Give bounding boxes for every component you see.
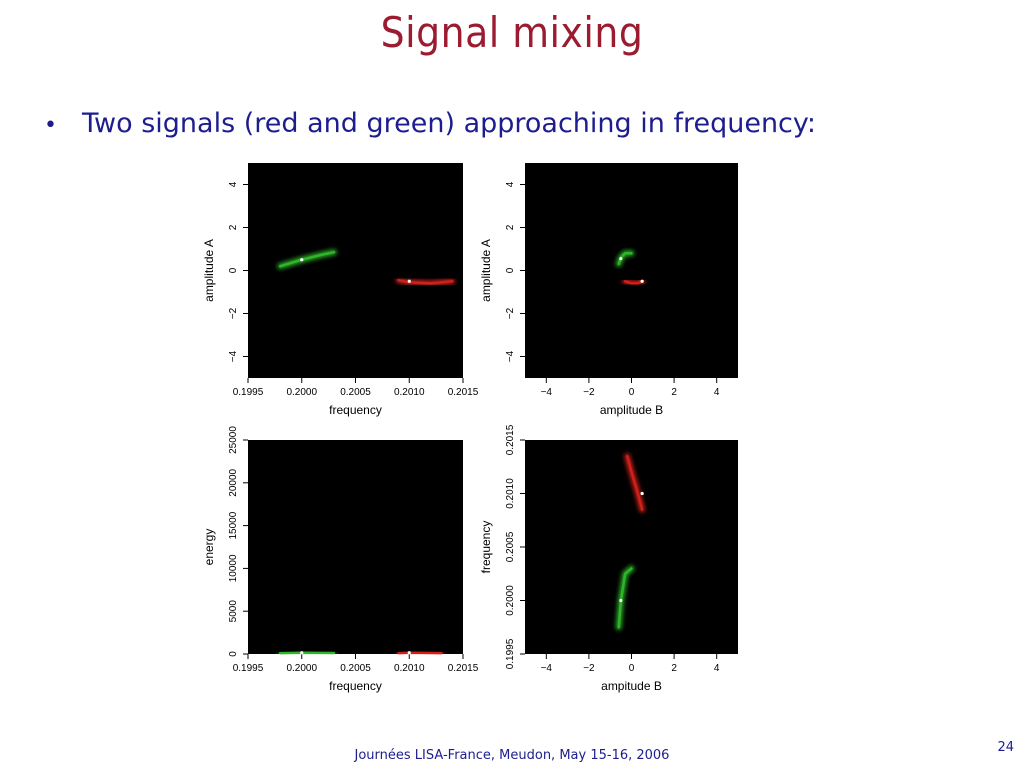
y-tick-label: 0.2015	[505, 424, 516, 455]
x-tick-label: −4	[541, 663, 553, 674]
x-tick-label: 0.2015	[448, 663, 479, 674]
plot-background	[248, 440, 463, 654]
y-tick-label: 5000	[228, 600, 239, 623]
y-tick-label: 0.2005	[505, 531, 516, 562]
y-tick-label: 2	[228, 224, 239, 230]
x-tick-label: 0.2010	[394, 387, 425, 398]
signal-peak-point	[300, 258, 304, 262]
x-tick-label: 0.2005	[340, 387, 371, 398]
x-tick-label: 4	[714, 387, 720, 398]
y-tick-label: 0.2010	[505, 478, 516, 509]
x-tick-label: 2	[671, 387, 677, 398]
x-axis-label: frequency	[329, 679, 382, 693]
plot-panel-2: −4 −2 0 2 4 −4 −2 0 2 4 amplitude B amplitude A	[479, 163, 738, 417]
plot-panel-4: −4 −2 0 2 4 0.1995 0.2000 0.2005 0.2010 0.2015 amp…	[479, 424, 738, 693]
x-tick-label: −4	[541, 387, 553, 398]
y-tick-label: 0.2000	[505, 585, 516, 616]
x-tick-label: 4	[714, 663, 720, 674]
x-tick-label: 0.2000	[286, 387, 317, 398]
bullet-text: Two signals (red and green) approaching …	[82, 108, 817, 139]
signal-peak-point	[640, 491, 644, 496]
x-tick-label: 0.2015	[448, 387, 479, 398]
x-tick-label: 0.2005	[340, 663, 371, 674]
y-tick-label: 4	[505, 181, 516, 187]
x-tick-label: 2	[671, 663, 677, 674]
signal-peak-point	[619, 598, 623, 603]
x-tick-label: 0	[629, 387, 635, 398]
y-tick-label: 0	[228, 267, 239, 273]
y-tick-label: −2	[505, 307, 516, 319]
x-tick-label: −2	[583, 387, 595, 398]
signal-peak-point	[407, 651, 411, 655]
x-tick-label: 0	[629, 663, 635, 674]
y-tick-label: −2	[228, 307, 239, 319]
plot-background	[248, 163, 463, 378]
plot-panel-1: 0.1995 0.2000 0.2005 0.2010 0.2015 −4 −2 0 2 4 fre…	[202, 163, 479, 417]
x-tick-label: −2	[583, 663, 595, 674]
x-tick-label: 0.1995	[233, 387, 264, 398]
signal-green-core	[617, 567, 633, 629]
signal-peak-point	[300, 651, 304, 655]
signal-red-core	[623, 280, 644, 285]
signal-peak-point	[407, 279, 411, 283]
slide-footer: Journées LISA-France, Meudon, May 15-16,…	[354, 748, 670, 763]
y-tick-label: 25000	[228, 426, 239, 454]
plot-panel-3: 0.1995 0.2000 0.2005 0.2010 0.2015 0 5000 10000…	[202, 426, 479, 693]
signal-green-core	[617, 252, 633, 266]
y-tick-label: 2	[505, 224, 516, 230]
slide-title: Signal mixing	[380, 8, 644, 57]
x-tick-label: 0.2010	[394, 663, 425, 674]
y-tick-label: 4	[228, 181, 239, 187]
bullet-icon: •	[44, 113, 57, 138]
y-tick-label: 0.1995	[505, 638, 516, 669]
x-tick-label: 0.2000	[286, 663, 317, 674]
bullet-item: • Two signals (red and green) approachin…	[44, 108, 816, 139]
y-tick-label: −4	[228, 350, 239, 362]
y-tick-label: −4	[505, 350, 516, 362]
y-tick-label: 0	[505, 267, 516, 273]
signal-peak-point	[619, 257, 623, 261]
signal-peak-point	[640, 279, 644, 283]
plots-figure: 0.1995 0.2000 0.2005 0.2010 0.2015 −4 −2 0 2 4 fre…	[195, 160, 755, 705]
signal-red-core	[625, 454, 644, 511]
y-tick-label: 15000	[228, 511, 239, 539]
plots-svg: 0.1995 0.2000 0.2005 0.2010 0.2015 −4 −2 0 2 4 fre…	[202, 163, 738, 693]
x-tick-label: 0.1995	[233, 663, 264, 674]
y-axis-label: energy	[202, 529, 216, 566]
page-number: 24	[997, 740, 1014, 755]
x-axis-label: amplitude B	[600, 403, 663, 417]
x-axis-label: frequency	[329, 403, 382, 417]
y-tick-label: 0	[228, 651, 239, 657]
x-axis-label: ampitude B	[601, 679, 662, 693]
signal-green-core	[278, 250, 336, 268]
y-tick-label: 20000	[228, 468, 239, 496]
y-axis-label: amplitude A	[479, 239, 493, 302]
y-axis-label: amplitude A	[202, 239, 216, 302]
y-tick-label: 10000	[228, 554, 239, 582]
y-axis-label: frequency	[479, 521, 493, 574]
signal-red-core	[397, 278, 454, 285]
plot-background	[525, 163, 738, 378]
